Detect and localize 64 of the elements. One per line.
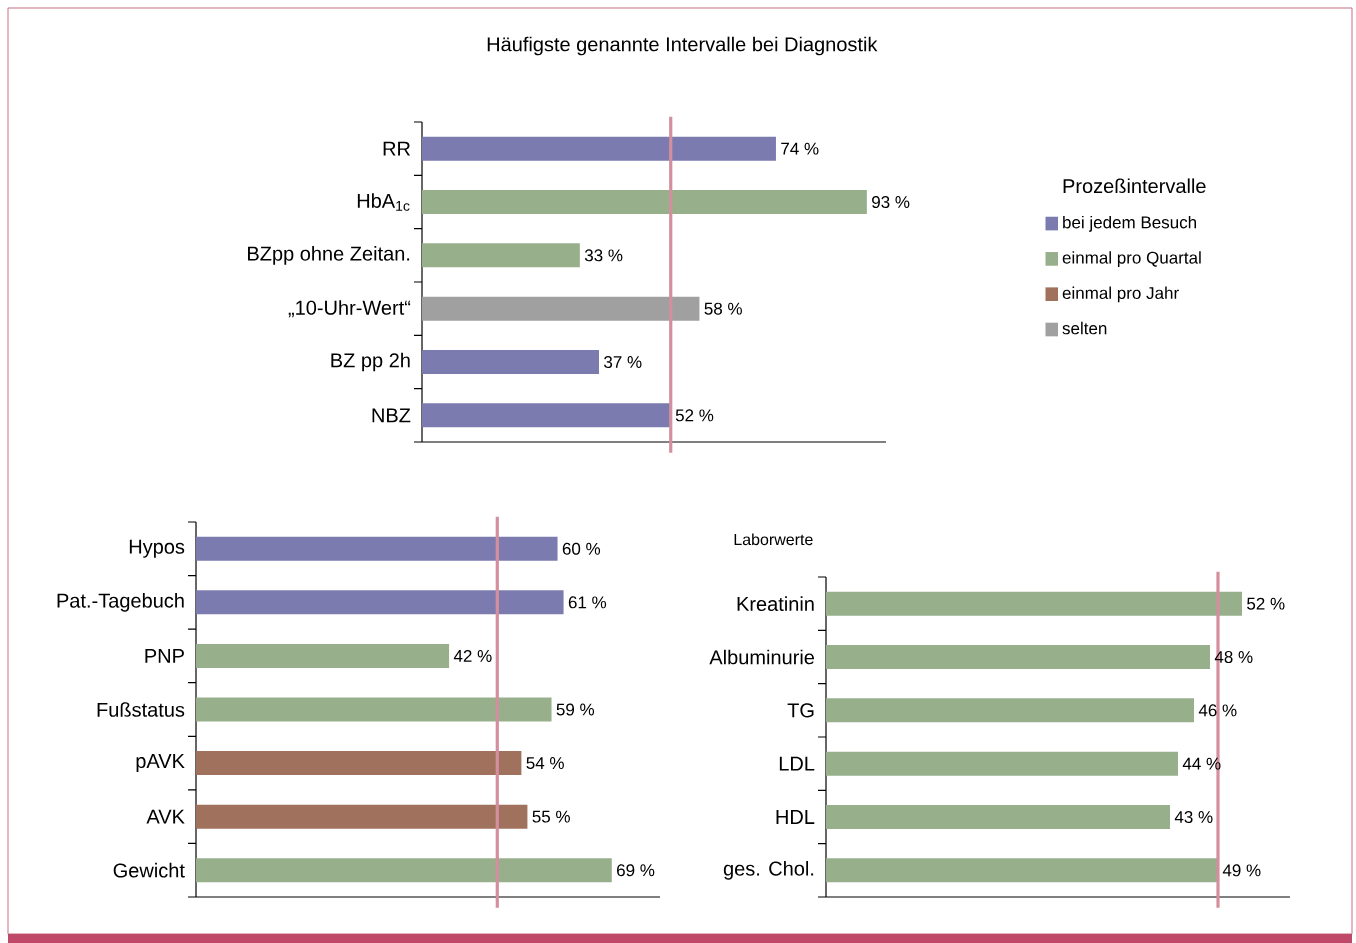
bar — [422, 350, 599, 375]
y-tick-label: Hypos — [129, 539, 185, 558]
bar — [422, 190, 867, 215]
y-tick-label: Albuminurie — [709, 649, 815, 665]
bar — [196, 858, 612, 883]
data-label: 33 % — [584, 249, 623, 262]
legend-label: bei jedem Besuch — [1063, 215, 1196, 232]
data-label: 43 % — [1174, 811, 1213, 824]
bar — [196, 643, 450, 668]
y-tick-label: Gewicht — [113, 862, 185, 878]
y-tick-label: NBZ — [372, 408, 411, 423]
y-tick-label: „10-Uhr-Wert“ — [288, 300, 411, 318]
y-tick-label: RR — [383, 141, 411, 156]
data-label: 55 % — [532, 810, 570, 823]
y-tick-label: Fußstatus — [97, 702, 185, 717]
y-tick-label: LDL — [779, 756, 815, 771]
y-tick-label: BZ pp 2h — [331, 352, 410, 372]
bar — [826, 858, 1218, 883]
y-tick-label: Kreatinin — [737, 596, 814, 612]
y-tick-label: AVK — [146, 809, 185, 824]
data-label: 60 % — [562, 542, 601, 555]
bar — [422, 136, 776, 161]
bar — [826, 698, 1194, 723]
data-label: 46 % — [1198, 704, 1237, 717]
bar — [422, 403, 671, 428]
data-label: 52 % — [1247, 597, 1285, 610]
bar — [826, 645, 1210, 670]
legend-label: selten — [1062, 321, 1107, 335]
data-label: 59 % — [556, 703, 595, 716]
legend-label: einmal pro Jahr — [1062, 286, 1179, 303]
bar — [826, 751, 1178, 776]
bar — [422, 243, 580, 268]
data-label: 74 % — [781, 142, 819, 155]
y-tick-label: PNP — [145, 649, 184, 663]
y-tick-label: TG — [787, 703, 814, 718]
legend-title: Prozeßintervalle — [1063, 178, 1206, 194]
legend-label: einmal pro Quartal — [1062, 251, 1201, 268]
data-label: 52 % — [675, 409, 714, 422]
data-label: 37 % — [604, 356, 642, 369]
bar — [196, 751, 522, 776]
bar — [196, 804, 528, 829]
y-tick-label: pAVK — [136, 754, 185, 773]
y-tick-label: BZpp ohne Zeitan. — [248, 246, 410, 265]
data-label: 54 % — [526, 757, 564, 770]
data-label: 61 % — [568, 596, 607, 609]
bar — [196, 536, 558, 561]
data-label: 93 % — [872, 196, 910, 209]
bar — [422, 296, 700, 321]
y-tick-label: HbA$_{1c}$ — [357, 193, 410, 211]
bar — [196, 697, 552, 722]
chart-title: Häufigste genannte Intervalle bei Diagnostik — [487, 36, 878, 56]
data-label: 58 % — [704, 302, 742, 315]
data-label: 42 % — [453, 649, 492, 662]
data-label: 48 % — [1214, 651, 1253, 664]
y-tick-label: Pat.-Tagebuch — [57, 593, 184, 612]
y-tick-label: HDL — [776, 810, 815, 824]
chart-title: Laborwerte — [734, 533, 813, 546]
data-label: 69 % — [617, 864, 655, 877]
bar — [196, 590, 564, 615]
bar — [826, 805, 1170, 829]
data-label: 44 % — [1182, 757, 1221, 770]
bar — [826, 591, 1242, 616]
y-tick-label: ges. Chol. — [723, 861, 814, 880]
data-label: 49 % — [1222, 864, 1261, 877]
